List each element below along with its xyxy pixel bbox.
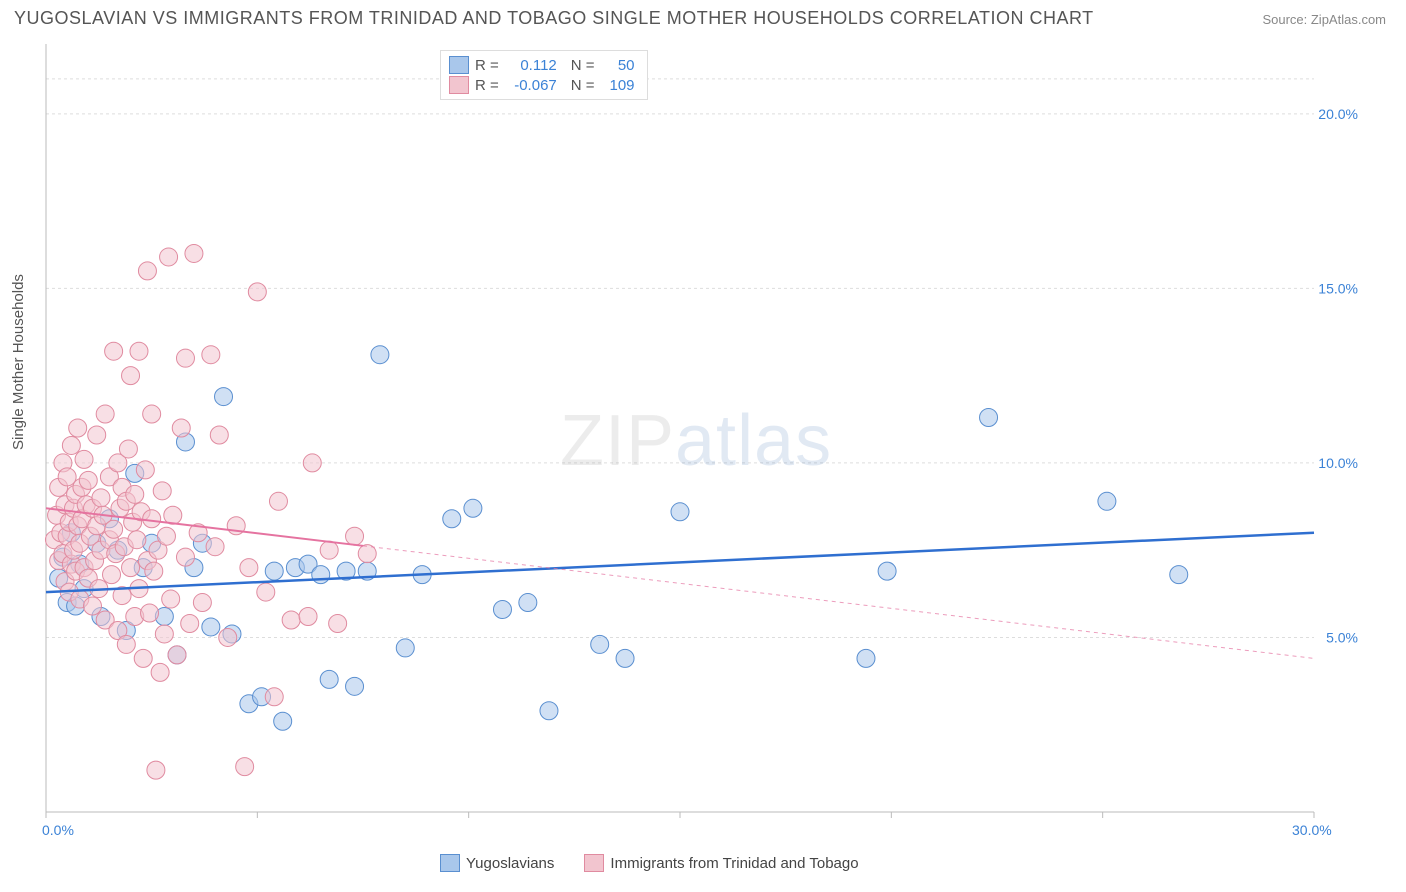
svg-text:10.0%: 10.0% [1318,455,1358,471]
correlation-legend: R = 0.112 N = 50 R = -0.067 N = 109 [440,50,648,100]
scatter-chart: 5.0% 10.0% 15.0% 20.0% [44,42,1364,822]
legend-series-item: Yugoslavians [440,854,554,872]
series-legend: Yugoslavians Immigrants from Trinidad and… [440,854,859,872]
source-attribution: Source: ZipAtlas.com [1262,12,1386,27]
legend-swatch [449,76,469,94]
chart-title: YUGOSLAVIAN VS IMMIGRANTS FROM TRINIDAD … [14,8,1094,29]
legend-stat-row: R = 0.112 N = 50 [449,55,635,75]
x-tick-label: 0.0% [42,822,74,838]
svg-text:20.0%: 20.0% [1318,106,1358,122]
legend-swatch [449,56,469,74]
legend-swatch [584,854,604,872]
legend-series-item: Immigrants from Trinidad and Tobago [584,854,858,872]
y-axis-label: Single Mother Households [10,274,27,450]
svg-text:15.0%: 15.0% [1318,280,1358,296]
x-tick-label: 30.0% [1292,822,1332,838]
legend-swatch [440,854,460,872]
legend-stat-row: R = -0.067 N = 109 [449,75,635,95]
svg-text:5.0%: 5.0% [1326,629,1358,645]
